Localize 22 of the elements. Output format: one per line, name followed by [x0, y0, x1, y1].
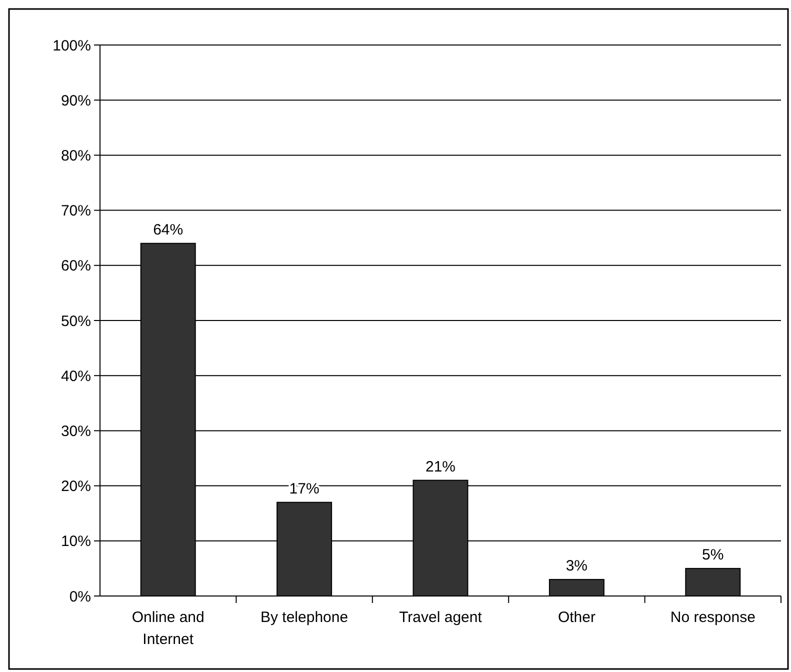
data-label: 64% — [153, 221, 184, 238]
y-tick-label: 30% — [60, 422, 91, 440]
y-tick-label: 70% — [60, 202, 91, 220]
y-tick-label: 50% — [60, 312, 91, 330]
data-label: 21% — [425, 458, 456, 476]
data-label: 5% — [702, 546, 724, 564]
y-tick-label: 100% — [52, 37, 91, 54]
bar — [685, 568, 741, 596]
y-tick-label: 40% — [60, 368, 91, 385]
y-tick-label: 10% — [60, 533, 91, 550]
y-tick-label: 90% — [60, 92, 91, 110]
x-tick-label: Travel agent — [399, 609, 483, 626]
data-label: 3% — [566, 557, 588, 574]
y-tick-label: 0% — [69, 588, 91, 606]
y-tick-label: 80% — [60, 147, 91, 164]
bar — [548, 578, 604, 596]
x-tick-label: By telephone — [260, 609, 348, 626]
x-tick-label: Online and Internet — [132, 609, 204, 648]
x-tick-label: No response — [670, 609, 756, 626]
x-tick-label: Other — [558, 609, 596, 626]
y-tick-label: 60% — [60, 258, 91, 275]
y-tick-label: 20% — [60, 478, 91, 496]
